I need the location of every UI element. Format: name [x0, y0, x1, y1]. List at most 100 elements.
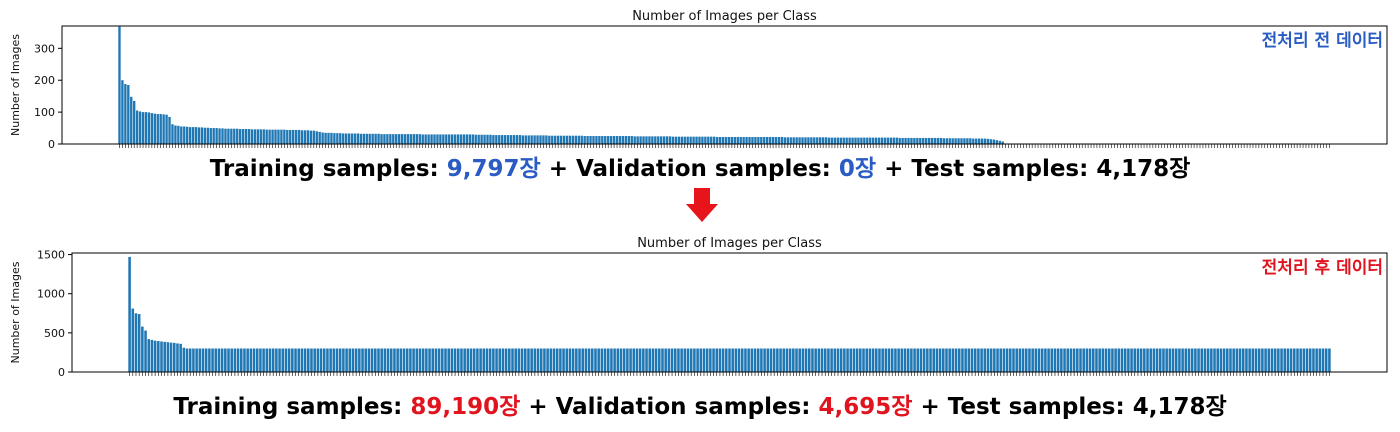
- bar: [813, 137, 816, 144]
- bar: [171, 124, 174, 144]
- bar: [524, 348, 527, 372]
- bar: [633, 136, 636, 144]
- bar: [1139, 348, 1143, 372]
- bar: [734, 348, 738, 372]
- bar: [520, 348, 524, 372]
- bar: [692, 136, 695, 144]
- bar: [250, 129, 254, 144]
- bar: [927, 137, 931, 144]
- bar: [1053, 348, 1057, 372]
- bar: [236, 128, 239, 144]
- annotation-label: 전처리 후 데이터: [1262, 257, 1383, 278]
- bar: [358, 348, 361, 372]
- bar: [200, 127, 204, 144]
- bar: [1031, 348, 1034, 372]
- bar: [546, 348, 549, 372]
- bar: [220, 348, 224, 372]
- bar: [601, 136, 604, 144]
- bar: [153, 113, 156, 144]
- bar: [1229, 348, 1232, 372]
- bar: [961, 348, 964, 372]
- bar: [801, 137, 804, 144]
- bar: [939, 137, 943, 144]
- bar: [710, 136, 713, 144]
- bar: [910, 137, 913, 144]
- bar: [606, 348, 610, 372]
- bar: [224, 348, 227, 372]
- bar: [935, 348, 939, 372]
- bar: [233, 128, 236, 144]
- bar: [986, 348, 990, 372]
- bar: [377, 133, 380, 144]
- bar: [256, 129, 260, 144]
- bar: [795, 348, 798, 372]
- bar: [486, 134, 489, 144]
- bar: [118, 26, 121, 144]
- bar: [509, 135, 513, 144]
- bar: [670, 348, 674, 372]
- bar: [476, 348, 479, 372]
- bar: [1001, 141, 1004, 144]
- bar: [351, 348, 355, 372]
- bar: [501, 135, 504, 144]
- bar: [1056, 348, 1060, 372]
- bar: [709, 348, 712, 372]
- bar: [533, 135, 536, 144]
- bar: [792, 137, 795, 144]
- y-tick-label: 500: [44, 327, 65, 340]
- bar: [845, 137, 848, 144]
- bar: [906, 348, 910, 372]
- bar: [281, 348, 285, 372]
- bar: [901, 137, 904, 144]
- bar: [600, 348, 604, 372]
- bar: [686, 348, 690, 372]
- bar: [294, 348, 297, 372]
- bar: [1060, 348, 1063, 372]
- bar: [963, 138, 966, 144]
- bar: [568, 135, 572, 144]
- bar: [907, 137, 910, 144]
- bar: [227, 348, 230, 372]
- bar: [674, 136, 678, 144]
- bar: [303, 130, 307, 144]
- bar: [501, 348, 505, 372]
- bar: [353, 133, 357, 144]
- bar: [179, 343, 182, 372]
- bar: [159, 114, 162, 144]
- bar: [1015, 348, 1018, 372]
- bar: [514, 348, 517, 372]
- test-label: + Test samples:: [920, 394, 1125, 420]
- bar: [807, 137, 810, 144]
- bar: [135, 110, 139, 144]
- bar: [330, 132, 333, 144]
- bar: [913, 137, 916, 144]
- bar: [843, 348, 846, 372]
- bar: [823, 348, 827, 372]
- bar: [1076, 348, 1079, 372]
- bar: [424, 134, 427, 144]
- bar: [448, 134, 451, 144]
- bar: [345, 348, 348, 372]
- bar: [377, 348, 380, 372]
- bar: [1072, 348, 1076, 372]
- bar: [798, 137, 801, 144]
- bar: [495, 348, 498, 372]
- bar: [456, 348, 460, 372]
- bar: [548, 135, 551, 144]
- bar: [1200, 348, 1204, 372]
- bar: [884, 348, 888, 372]
- bar: [1047, 348, 1050, 372]
- bar: [880, 137, 884, 144]
- bar: [651, 136, 654, 144]
- bar: [1257, 348, 1261, 372]
- bar: [1184, 348, 1188, 372]
- chart-after-preprocessing: Number of Images per Class Number of Imag…: [0, 228, 1400, 380]
- bar: [665, 136, 669, 144]
- bar: [589, 136, 592, 144]
- bar: [144, 330, 147, 372]
- bar: [508, 348, 511, 372]
- bar: [1037, 348, 1041, 372]
- bar: [389, 348, 393, 372]
- bar: [1066, 348, 1070, 372]
- bar: [166, 342, 170, 372]
